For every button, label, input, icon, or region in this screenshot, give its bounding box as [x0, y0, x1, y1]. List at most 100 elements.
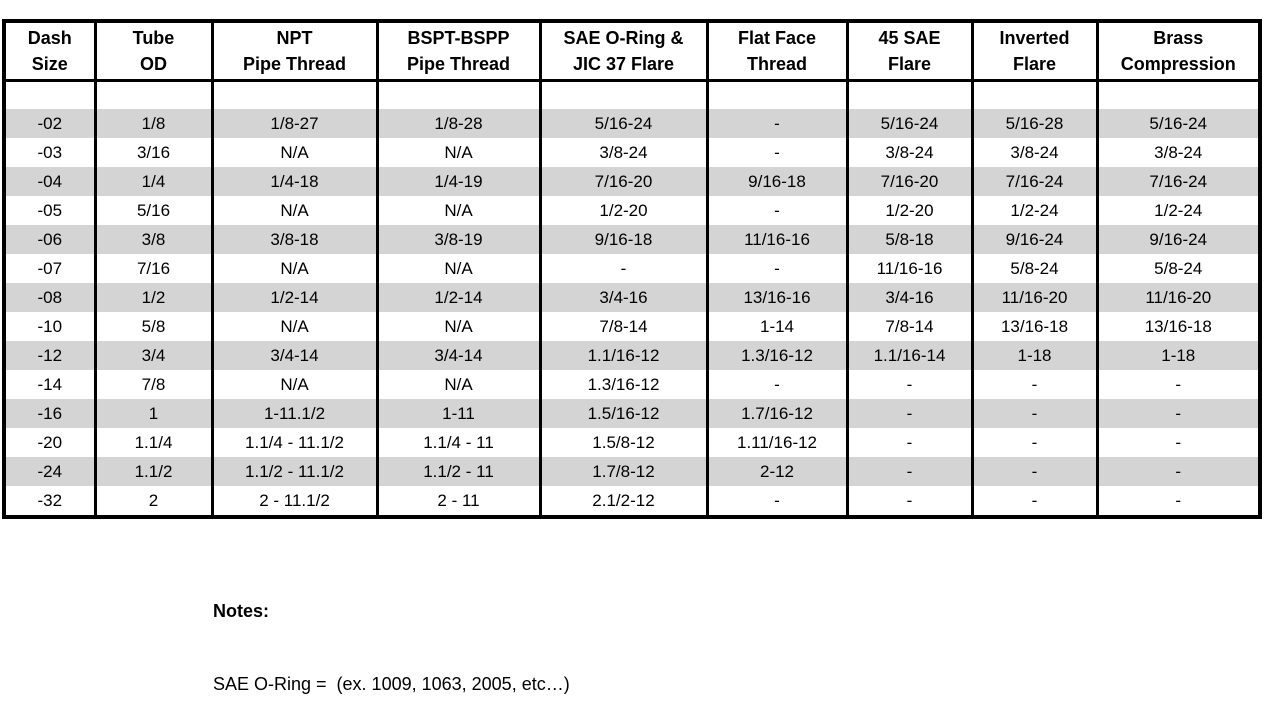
table-cell: 7/16: [93, 254, 214, 283]
header-tube-od: Tube OD: [93, 21, 214, 82]
table-row: -14 7/8 N/A N/A 1.3/16-12- - - -: [2, 370, 1262, 399]
table-cell: 1/8-27: [210, 109, 379, 138]
table-cell: 1.3/16-12: [705, 341, 849, 370]
table-cell: 1/4-19: [375, 167, 542, 196]
table-cell: -08: [2, 283, 97, 312]
notes-title: Notes:: [213, 601, 270, 621]
table-cell: 1/2-24: [1095, 196, 1262, 225]
table-cell: 3/8: [93, 225, 214, 254]
table-cell: 1.5/16-12: [538, 399, 709, 428]
table-cell: -: [1095, 399, 1262, 428]
table-cell: 1-18: [970, 341, 1099, 370]
table-cell: 1.1/16-14: [845, 341, 974, 370]
table-cell: 5/16-24: [538, 109, 709, 138]
header-45-sae: 45 SAE Flare: [845, 21, 974, 82]
table-cell: 5/16: [93, 196, 214, 225]
spacer-row: [2, 80, 1262, 109]
table-cell: 13/16-18: [970, 312, 1099, 341]
table-cell: 1/2-20: [538, 196, 709, 225]
notes-section: Notes: SAE O-Ring = (ex. 1009, 1063, 200…: [213, 559, 1280, 720]
table-cell: 13/16-18: [1095, 312, 1262, 341]
table-cell: 1.1/4 - 11.1/2: [210, 428, 379, 457]
table-cell: 1.7/8-12: [538, 457, 709, 486]
table-cell: 1/4-18: [210, 167, 379, 196]
table-cell: 1/4: [93, 167, 214, 196]
table-cell: 1.1/2: [93, 457, 214, 486]
table-cell: -04: [2, 167, 97, 196]
table-row: -05 5/16 N/A N/A 1/2-20-1/2-20 1/2-24 1/2-24: [2, 196, 1262, 225]
table-cell: -: [845, 370, 974, 399]
table-cell: 3/16: [93, 138, 214, 167]
table-cell: -: [1095, 370, 1262, 399]
table-cell: 3/8-19: [375, 225, 542, 254]
table-cell: 5/8-24: [1095, 254, 1262, 283]
table-cell: 1/8: [93, 109, 214, 138]
table-row: -10 5/8 N/A N/A 7/8-14 1-14 7/8-14 13/16-18 13/1…: [2, 312, 1262, 341]
table-cell: -10: [2, 312, 97, 341]
table-cell: 3/8-24: [1095, 138, 1262, 167]
table-cell: 5/8: [93, 312, 214, 341]
spacer-cell: [538, 80, 709, 109]
table-cell: -: [705, 138, 849, 167]
table-cell: 1.1/4: [93, 428, 214, 457]
table-header: Dash Size Tube OD NPT Pipe Thread BSPT-B…: [2, 21, 1262, 109]
table-cell: 9/16-18: [538, 225, 709, 254]
table-cell: 1-18: [1095, 341, 1262, 370]
table-cell: 11/16-20: [1095, 283, 1262, 312]
table-cell: 1.3/16-12: [538, 370, 709, 399]
spacer-cell: [845, 80, 974, 109]
table-cell: 1/2-24: [970, 196, 1099, 225]
table-cell: 13/16-16: [705, 283, 849, 312]
header-inverted-flare: Inverted Flare: [970, 21, 1099, 82]
table-cell: -: [845, 457, 974, 486]
table-cell: 7/16-20: [845, 167, 974, 196]
header-bspt-bspp: BSPT-BSPP Pipe Thread: [375, 21, 542, 82]
table-cell: 9/16-18: [705, 167, 849, 196]
table-cell: 11/16-16: [705, 225, 849, 254]
table-cell: 9/16-24: [970, 225, 1099, 254]
table-row: -03 3/16 N/A N/A 3/8-24-3/8-24 3/8-24 3/8-24: [2, 138, 1262, 167]
spacer-cell: [375, 80, 542, 109]
table-cell: 5/8-18: [845, 225, 974, 254]
table-row: -06 3/8 3/8-18 3/8-19 9/16-18 11/16-16 5/8-18 9…: [2, 225, 1262, 254]
table-cell: 7/8: [93, 370, 214, 399]
spacer-cell: [93, 80, 214, 109]
table-cell: 1.1/16-12: [538, 341, 709, 370]
table-cell: -: [970, 428, 1099, 457]
table-cell: -: [705, 196, 849, 225]
table-cell: 3/8-24: [538, 138, 709, 167]
table-cell: -24: [2, 457, 97, 486]
thread-size-table: Dash Size Tube OD NPT Pipe Thread BSPT-B…: [2, 19, 1262, 519]
table-cell: -16: [2, 399, 97, 428]
table-row: -32 2 2 - 11.1/2 2 - 11 2.1/2-12- - - -: [2, 486, 1262, 517]
table-cell: -: [970, 370, 1099, 399]
table-cell: -03: [2, 138, 97, 167]
table-cell: 2.1/2-12: [538, 486, 709, 517]
table-cell: -06: [2, 225, 97, 254]
table-cell: -02: [2, 109, 97, 138]
table-row: -08 1/2 1/2-14 1/2-14 3/4-16 13/16-16 3/4-16 11…: [2, 283, 1262, 312]
table-cell: -: [970, 486, 1099, 517]
table-cell: 5/16-24: [1095, 109, 1262, 138]
table-cell: -: [705, 486, 849, 517]
table-cell: 7/16-20: [538, 167, 709, 196]
table-cell: N/A: [210, 370, 379, 399]
note-sae-oring: SAE O-Ring = (ex. 1009, 1063, 2005, etc……: [213, 674, 570, 694]
table-cell: 1-14: [705, 312, 849, 341]
table-cell: 3/4-14: [210, 341, 379, 370]
table-cell: N/A: [210, 196, 379, 225]
table-cell: 1/2-20: [845, 196, 974, 225]
spacer-cell: [2, 80, 97, 109]
table-cell: -: [1095, 486, 1262, 517]
table-cell: 5/16-28: [970, 109, 1099, 138]
table-cell: 1-11.1/2: [210, 399, 379, 428]
table-cell: -: [970, 399, 1099, 428]
table-cell: 1.1/2 - 11.1/2: [210, 457, 379, 486]
table-cell: N/A: [210, 254, 379, 283]
table-cell: 11/16-20: [970, 283, 1099, 312]
table-cell: -20: [2, 428, 97, 457]
table-row: -16 1 1-11.1/2 1-11 1.5/16-12 1.7/16-12- - -: [2, 399, 1262, 428]
table-cell: -05: [2, 196, 97, 225]
spacer-cell: [705, 80, 849, 109]
table-cell: N/A: [375, 312, 542, 341]
